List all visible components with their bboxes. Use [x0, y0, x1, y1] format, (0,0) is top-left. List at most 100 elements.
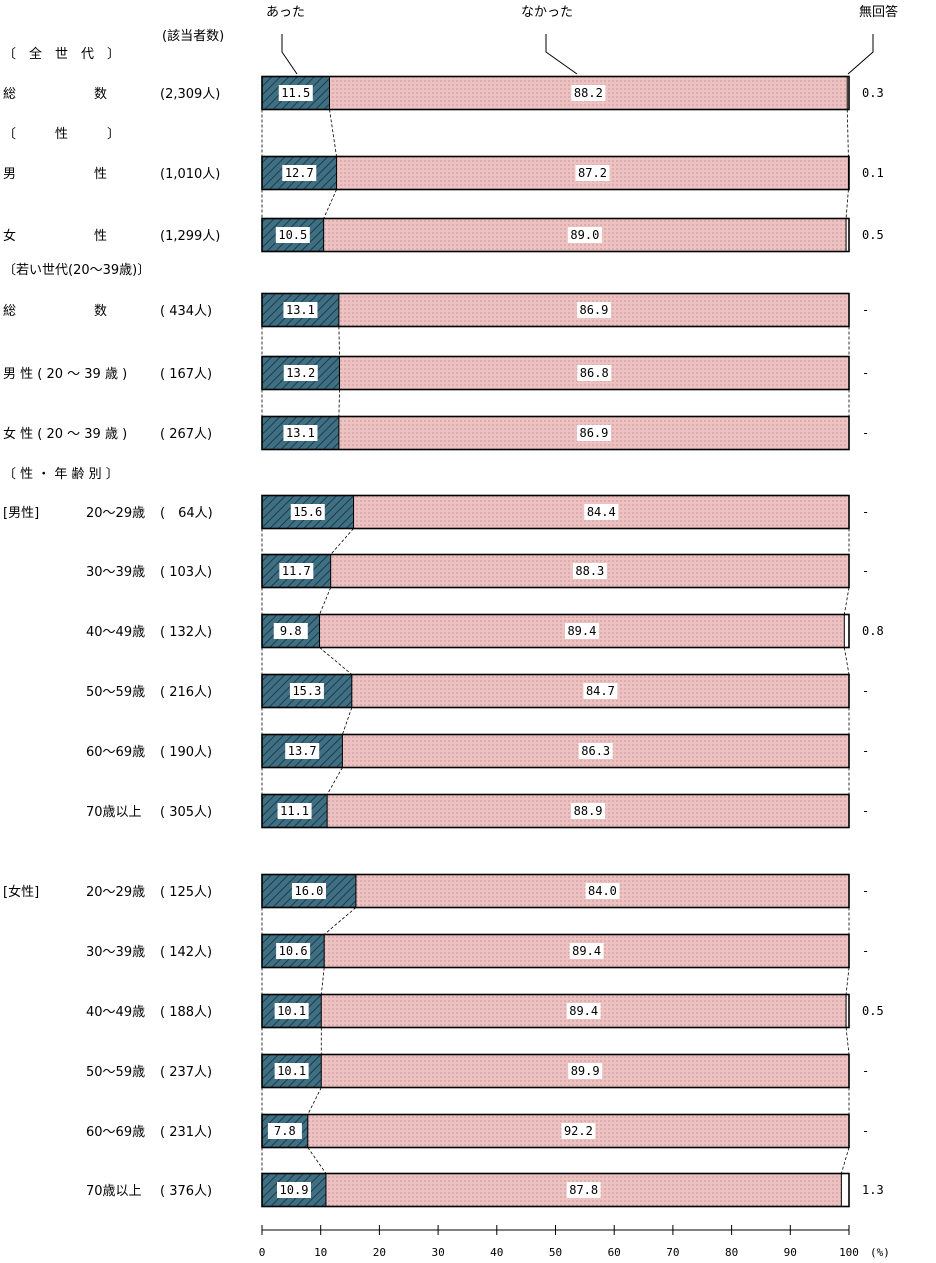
- row-count: ( 305人): [160, 805, 212, 820]
- row-count: ( 237人): [160, 1065, 212, 1080]
- row-label: 20～29歳: [86, 885, 145, 900]
- row-label: 男 性: [3, 167, 107, 182]
- value-box-atta: [285, 743, 320, 759]
- row-count: ( 125人): [160, 885, 212, 900]
- value-box-nakatta: [585, 883, 620, 899]
- bar-outline: [261, 1113, 850, 1149]
- value-label-nakatta: 92.2: [564, 1124, 593, 1138]
- row-count: ( 216人): [160, 685, 212, 700]
- value-label-mukaitou: -: [862, 303, 869, 317]
- row-count: ( 190人): [160, 745, 212, 760]
- connector-atta: [319, 647, 353, 675]
- bar-segment-mukaitou: [846, 218, 849, 252]
- value-box-nakatta: [561, 1123, 596, 1139]
- value-box-nakatta: [568, 1063, 603, 1079]
- row-count: (1,010人): [160, 167, 220, 182]
- value-box-nakatta: [575, 165, 610, 181]
- row-count: ( 142人): [160, 945, 212, 960]
- connector-atta: [307, 1147, 327, 1174]
- bar-outline: [261, 1053, 850, 1089]
- value-box-atta: [274, 1063, 309, 1079]
- row-label: 40～49歳: [86, 1005, 145, 1020]
- value-label-mukaitou: 0.8: [862, 624, 884, 638]
- value-label-atta: 7.8: [274, 1124, 296, 1138]
- value-box-atta: [289, 683, 324, 699]
- bar-outline: [261, 1172, 850, 1208]
- row-label: 女 性 ( 20 ～ 39 歳 ): [3, 426, 127, 442]
- x-axis-unit: (%): [870, 1246, 890, 1259]
- row-label: 30～39歳: [86, 565, 145, 580]
- value-label-mukaitou: -: [862, 884, 869, 898]
- bar-outline: [261, 553, 850, 589]
- value-label-nakatta: 84.0: [588, 884, 617, 898]
- value-label-atta: 10.9: [280, 1183, 309, 1197]
- section-header-sex-age: 〔 性 ・ 年 齢 別 〕: [3, 467, 119, 482]
- x-tick-label: 60: [608, 1246, 621, 1259]
- value-label-nakatta: 89.4: [572, 944, 601, 958]
- row-label: 男 性 ( 20 ～ 39 歳 ): [3, 367, 127, 382]
- value-label-mukaitou: -: [862, 804, 869, 818]
- x-tick-label: 70: [666, 1246, 679, 1259]
- row-label: 50～59歳: [86, 1065, 145, 1080]
- legend-nakatta: なかった: [521, 5, 573, 20]
- value-label-atta: 13.2: [286, 366, 315, 380]
- bar-outline: [261, 217, 850, 253]
- value-box-nakatta: [566, 1182, 601, 1198]
- bar-segment-mukaitou: [844, 614, 849, 648]
- value-box-atta: [275, 227, 310, 243]
- value-label-mukaitou: -: [862, 505, 869, 519]
- row-count: ( 188人): [160, 1005, 212, 1020]
- value-box-nakatta: [578, 743, 613, 759]
- value-label-nakatta: 86.3: [581, 744, 610, 758]
- row-count: ( 231人): [160, 1125, 212, 1140]
- value-label-mukaitou: 0.5: [862, 1004, 884, 1018]
- row-count: (1,299人): [160, 229, 220, 244]
- bar-outline: [261, 415, 850, 451]
- value-label-nakatta: 89.0: [570, 228, 599, 242]
- value-label-atta: 13.1: [286, 426, 315, 440]
- legend-mukaitou: 無回答: [859, 4, 898, 20]
- value-label-nakatta: 89.4: [569, 1004, 598, 1018]
- row-count: ( 434人): [160, 304, 212, 319]
- value-label-nakatta: 84.7: [586, 684, 615, 698]
- value-label-mukaitou: -: [862, 426, 869, 440]
- row-label: 女 性: [3, 228, 107, 244]
- row-label: 50～59歳: [86, 685, 145, 700]
- value-box-atta: [267, 1123, 302, 1139]
- connector-atta: [326, 767, 343, 795]
- connector-atta: [338, 326, 340, 357]
- row-label: 60～69歳: [86, 1125, 145, 1140]
- bar-outline: [261, 292, 850, 328]
- row-count: (2,309人): [160, 87, 220, 102]
- value-box-nakatta: [571, 803, 606, 819]
- value-label-nakatta: 86.9: [579, 303, 608, 317]
- value-box-nakatta: [564, 623, 599, 639]
- bar-outline: [261, 673, 850, 709]
- x-tick-label: 40: [490, 1246, 503, 1259]
- bar-segment-mukaitou: [846, 994, 849, 1028]
- x-tick-label: 30: [431, 1246, 444, 1259]
- value-label-mukaitou: -: [862, 944, 869, 958]
- connector-atta: [329, 109, 337, 157]
- value-box-atta: [290, 504, 325, 520]
- value-box-nakatta: [577, 365, 612, 381]
- bar-outline: [261, 793, 850, 829]
- value-box-nakatta: [583, 683, 618, 699]
- value-label-mukaitou: -: [862, 1064, 869, 1078]
- section-header-sex: 〔 性 〕: [3, 127, 120, 142]
- value-label-atta: 10.1: [277, 1004, 306, 1018]
- value-box-atta: [276, 1182, 311, 1198]
- section-header-young: 〔若い世代(20～39歳)〕: [3, 262, 150, 278]
- value-label-atta: 9.8: [280, 624, 302, 638]
- value-label-nakatta: 88.3: [575, 564, 604, 578]
- x-tick-label: 80: [725, 1246, 738, 1259]
- value-label-atta: 11.5: [281, 86, 310, 100]
- value-box-nakatta: [576, 302, 611, 318]
- x-tick-label: 0: [259, 1246, 266, 1259]
- x-tick-label: 10: [314, 1246, 327, 1259]
- value-box-atta: [283, 365, 318, 381]
- value-box-atta: [274, 1003, 309, 1019]
- value-label-atta: 13.1: [286, 303, 315, 317]
- value-label-nakatta: 86.9: [579, 426, 608, 440]
- value-box-nakatta: [584, 504, 619, 520]
